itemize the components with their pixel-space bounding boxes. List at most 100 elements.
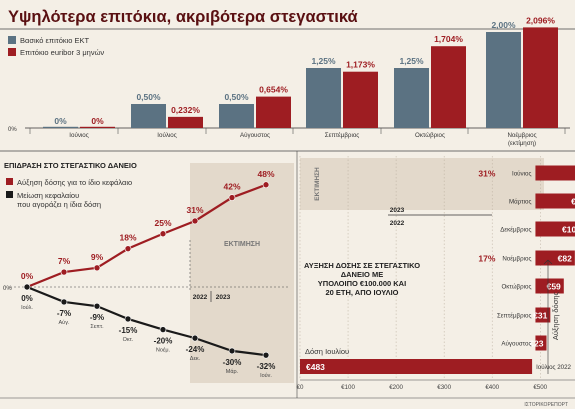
- x-tick-label: €300: [437, 384, 451, 391]
- legend-label: Επιτόκιο euribor 3 μηνών: [20, 48, 104, 57]
- x-tick-label: €400: [485, 384, 499, 391]
- point-label: -24%: [186, 345, 205, 354]
- estimate-label: ΕΚΤΙΜΗΣΗ: [224, 241, 260, 248]
- year-label: 2022: [193, 294, 208, 301]
- bar-value-label: 0,50%: [136, 92, 161, 102]
- point-label: -32%: [257, 362, 276, 371]
- bar-value-label: 1,25%: [311, 56, 336, 66]
- series-point: [228, 194, 236, 201]
- percent-label: 31%: [478, 169, 495, 179]
- series-point: [93, 264, 101, 272]
- year-label: 2023: [390, 207, 405, 214]
- increase-bar: [535, 335, 547, 351]
- bar-category-label: Σεπτέμβριος: [325, 132, 360, 139]
- bar-ecb: [219, 104, 254, 128]
- bar-ecb: [43, 126, 78, 128]
- series-point: [159, 230, 167, 238]
- base-category-label: Ιούλιος 2022: [536, 364, 571, 371]
- legend-swatch-decrease: [6, 191, 13, 198]
- year-label: 2023: [216, 294, 231, 301]
- title-line: ΥΠΟΛΟΙΠΟ €100.000 ΚΑΙ: [318, 279, 406, 288]
- increase-bar: [535, 165, 575, 181]
- source-credit: ΙΣΤΟΡΙΚΟΡΕΠΟΡΤ: [524, 402, 568, 408]
- hbar-chart-title: ΑΥΞΗΣΗ ΔΟΣΗΣ ΣΕ ΣΤΕΓΑΣΤΙΚΟ ΔΑΝΕΙΟ ΜΕ ΥΠΟΛΟ…: [304, 261, 420, 297]
- series-point: [23, 283, 31, 291]
- series-point: [60, 298, 68, 306]
- point-label: 31%: [186, 205, 203, 215]
- x-tick-label: €200: [389, 384, 403, 391]
- year-label: 2022: [390, 220, 405, 227]
- bar-value-label: 2,096%: [526, 15, 555, 25]
- point-label: 18%: [119, 233, 136, 243]
- page-title: Υψηλότερα επιτόκια, ακριβότερα στεγαστικ…: [8, 8, 358, 26]
- series-point: [262, 181, 270, 189]
- series-point: [124, 315, 132, 323]
- bar-euribor: [431, 46, 466, 128]
- x-tick-label: €0: [297, 384, 304, 391]
- category-label: Αύγ.: [59, 319, 70, 326]
- point-label: 0%: [21, 271, 34, 281]
- legend-swatch-increase: [6, 178, 13, 185]
- bar-value-label: 0%: [54, 116, 67, 126]
- bar-category-label: Μάρτιος: [509, 199, 531, 206]
- bar-category-label: Οκτώβριος: [501, 284, 531, 291]
- point-label: 0%: [21, 294, 33, 303]
- base-label: Δόση Ιουλίου: [305, 347, 349, 356]
- point-label: -20%: [154, 337, 173, 346]
- series-line-increase: [26, 183, 267, 289]
- series-point: [159, 326, 167, 333]
- bar-category-label: Ιούνιος: [512, 171, 531, 178]
- title-line: 20 ΕΤΗ, ΑΠΟ ΙΟΥΛΙΟ: [325, 288, 398, 297]
- bar-category-label: Νοέμβριος: [502, 256, 531, 263]
- bar-value-label: €82: [558, 253, 572, 263]
- category-label: Νοέμ.: [156, 347, 171, 354]
- point-label: 25%: [154, 218, 171, 228]
- point-label: -9%: [90, 313, 104, 322]
- title-line: ΑΥΞΗΣΗ ΔΟΣΗΣ ΣΕ ΣΤΕΓΑΣΤΙΚΟ: [304, 261, 420, 270]
- bar-euribor: [523, 27, 558, 129]
- bar-ecb: [486, 32, 521, 128]
- bar-ecb: [306, 68, 341, 128]
- series-point: [228, 347, 236, 355]
- series-point: [191, 334, 199, 342]
- point-label: -7%: [57, 309, 71, 318]
- series-point: [191, 217, 199, 225]
- category-label: Σεπτ.: [90, 324, 104, 330]
- increase-bar: [535, 307, 551, 323]
- point-label: -15%: [119, 326, 138, 335]
- legend-swatch-ecb: [8, 36, 16, 44]
- vertical-axis-label: Αύξηση δόσης: [551, 291, 560, 340]
- bar-category-label: Ιούλιος: [157, 132, 176, 139]
- point-label: 7%: [58, 256, 71, 266]
- point-label: -30%: [223, 358, 242, 367]
- bar-value-label: 0,232%: [171, 105, 200, 115]
- bar-value-label: 0,654%: [259, 85, 288, 95]
- increase-bar: [535, 278, 564, 294]
- axis-bracket-arrow: [543, 259, 549, 265]
- bar-category-label: Νοέμβριος: [507, 132, 536, 139]
- bar-value-label: 2,00%: [491, 20, 516, 30]
- series-point: [93, 302, 101, 310]
- bar-category-label: Αύγουστος: [240, 132, 270, 139]
- bar-value-label: €59: [547, 281, 561, 291]
- legend-label: Αύξηση δόσης για το ίδιο κεφάλαιο: [17, 178, 132, 187]
- point-label: 42%: [223, 182, 240, 192]
- baseline-label: 0%: [3, 286, 12, 292]
- category-label: Δεκ.: [190, 356, 201, 362]
- x-tick-label: €500: [533, 384, 547, 391]
- bar-value-label: €31: [533, 310, 547, 320]
- legend-line: Μείωση κεφαλαίου: [17, 191, 79, 200]
- point-label: 48%: [257, 169, 274, 179]
- base-value-label: €483: [306, 362, 325, 372]
- category-label: Ιούν.: [260, 372, 272, 379]
- bar-value-label: 1,704%: [434, 34, 463, 44]
- series-point: [262, 351, 270, 359]
- series-line-decrease: [26, 285, 267, 357]
- line-chart-title: ΕΠΙΔΡΑΣΗ ΣΤΟ ΣΤΕΓΑΣΤΙΚΟ ΔΑΝΕΙΟ: [4, 161, 137, 170]
- bar-category-label: Οκτώβριος: [415, 132, 445, 139]
- bar-value-label: 0,50%: [224, 92, 249, 102]
- bar-euribor: [343, 71, 378, 128]
- bar-value-label: 0%: [91, 116, 104, 126]
